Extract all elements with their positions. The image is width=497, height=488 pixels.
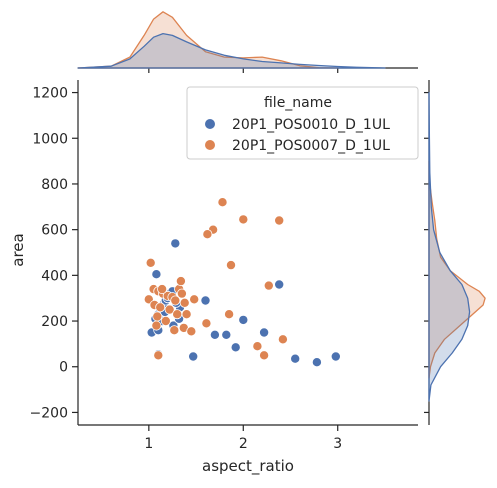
scatter-point-series-2 — [175, 276, 186, 287]
legend-marker-series-2 — [205, 140, 215, 150]
x-tick-label: 2 — [239, 436, 248, 452]
scatter-point-series-1 — [311, 357, 322, 368]
scatter-point-series-2 — [274, 215, 285, 226]
marginal-y-kde-series-1 — [428, 91, 471, 402]
scatter-point-series-2 — [277, 334, 288, 345]
scatter-point-series-2 — [189, 294, 200, 305]
scatter-point-series-2 — [155, 302, 166, 313]
scatter-point-series-1 — [290, 353, 301, 364]
scatter-points — [143, 197, 341, 368]
legend-label-series-2: 20P1_POS0007_D_1UL — [232, 138, 390, 154]
legend-marker-series-1 — [205, 119, 215, 129]
scatter-point-series-1 — [188, 351, 199, 362]
x-tick-label: 3 — [333, 436, 342, 452]
scatter-point-series-1 — [200, 295, 211, 306]
marginal-x-kde-series-1 — [77, 32, 386, 69]
legend-box — [186, 86, 419, 160]
scatter-point-series-1 — [274, 279, 285, 290]
x-tick-label: 1 — [144, 436, 153, 452]
scatter-point-series-1 — [209, 329, 220, 340]
main-axes: −200 0 200 400 600 800 1000 1200 1 2 3 — [30, 80, 418, 452]
scatter-point-series-2 — [153, 350, 164, 361]
scatter-point-series-2 — [224, 309, 235, 320]
scatter-point-series-2 — [164, 304, 175, 315]
y-tick-label: 0 — [59, 360, 68, 376]
legend-label-series-1: 20P1_POS0010_D_1UL — [232, 117, 390, 133]
legend: file_name 20P1_POS0010_D_1UL 20P1_POS000… — [186, 86, 419, 160]
scatter-point-series-2 — [145, 257, 156, 268]
scatter-point-series-2 — [170, 295, 181, 306]
y-tick-label: 800 — [41, 177, 68, 193]
scatter-point-series-1 — [330, 351, 341, 362]
scatter-point-series-1 — [221, 329, 232, 340]
scatter-point-series-2 — [181, 309, 192, 320]
scatter-point-series-2 — [201, 318, 212, 329]
scatter-point-series-2 — [217, 197, 228, 208]
y-tick-label: 200 — [41, 314, 68, 330]
scatter-point-series-2 — [160, 315, 171, 326]
y-axis-label: area — [9, 233, 27, 266]
legend-title: file_name — [264, 95, 332, 111]
scatter-point-series-2 — [151, 320, 162, 331]
scatter-point-series-1 — [230, 342, 241, 353]
scatter-point-series-1 — [170, 238, 181, 249]
scatter-point-series-1 — [238, 314, 249, 325]
scatter-point-series-2 — [263, 280, 274, 291]
scatter-point-series-2 — [238, 214, 249, 225]
scatter-point-series-2 — [225, 260, 236, 271]
marginal-x-kde-series-2 — [77, 11, 339, 69]
scatter-point-series-2 — [186, 326, 197, 337]
y-tick-label: 400 — [41, 268, 68, 284]
y-tick-label: −200 — [30, 405, 68, 421]
y-tick-label: 1200 — [32, 86, 68, 102]
scatter-point-series-2 — [179, 297, 190, 308]
scatter-point-series-1 — [259, 327, 270, 338]
scatter-point-series-2 — [157, 284, 168, 295]
scatter-point-series-2 — [169, 325, 180, 336]
scatter-point-series-2 — [202, 229, 213, 240]
x-axis-label: aspect_ratio — [202, 457, 294, 476]
y-tick-label: 1000 — [32, 131, 68, 147]
scatter-point-series-1 — [151, 269, 162, 280]
marginal-x-kde — [77, 11, 418, 73]
scatter-point-series-2 — [252, 341, 263, 352]
scatter-point-series-2 — [172, 309, 183, 320]
marginal-y-kde — [424, 80, 486, 425]
scatter-point-series-2 — [259, 350, 270, 361]
scatter-point-series-2 — [176, 288, 187, 299]
y-tick-label: 600 — [41, 223, 68, 239]
marginal-y-kde-series-2 — [428, 160, 486, 379]
scatter-point-series-2 — [152, 311, 163, 322]
